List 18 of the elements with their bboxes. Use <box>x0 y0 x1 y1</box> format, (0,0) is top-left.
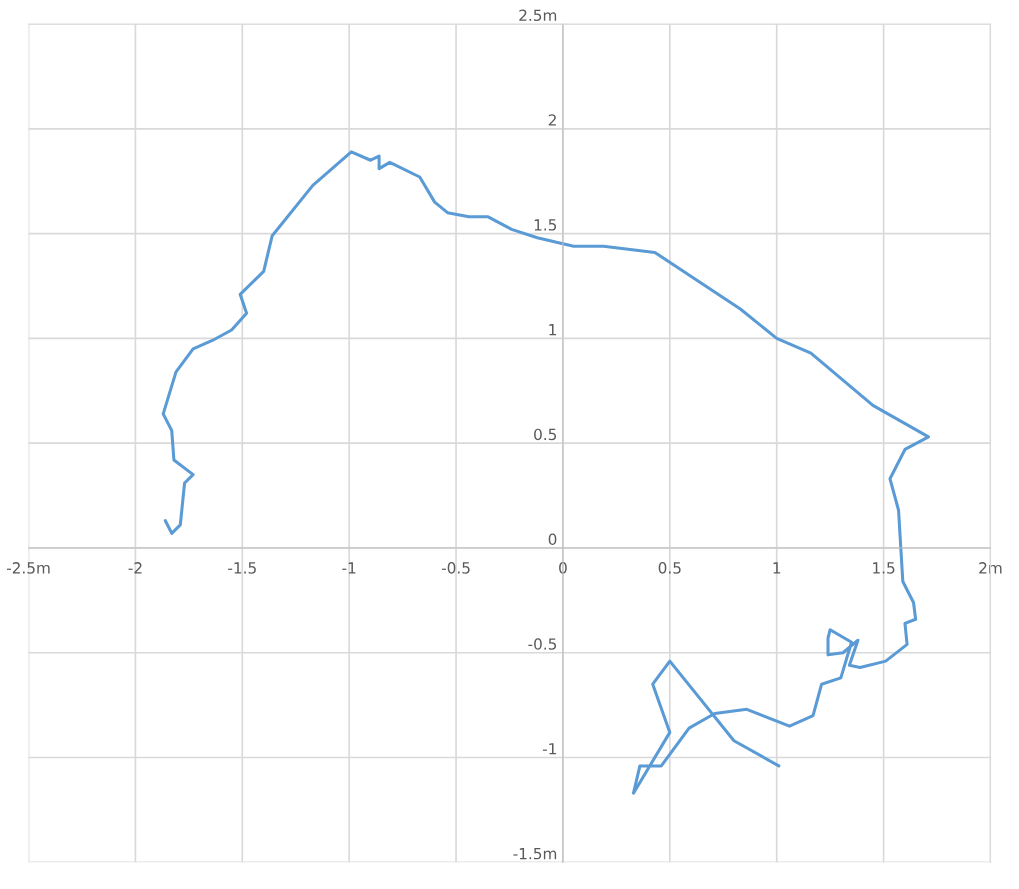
x-tick-label: 1.5 <box>873 562 895 574</box>
x-tick-label: 1 <box>773 562 781 574</box>
y-tick-label: -1.5m <box>513 848 557 860</box>
y-tick-label: -0.5 <box>528 638 557 650</box>
y-tick-label: 1 <box>549 324 556 336</box>
x-tick-label: -1.5 <box>228 562 256 574</box>
x-tick-label: 0.5 <box>658 562 681 574</box>
x-tick-label: -0.5 <box>441 562 470 574</box>
y-tick-label: -1 <box>542 743 556 755</box>
y-tick-label: 2 <box>548 114 556 126</box>
y-tick-label: 1.5 <box>534 219 557 231</box>
x-tick-label: -1 <box>342 562 356 574</box>
y-tick-label: 0.5 <box>534 428 557 441</box>
x-tick-label: -2 <box>128 562 142 574</box>
y-tick-label: 0 <box>548 533 557 545</box>
y-tick-label: 2.5m <box>519 9 557 22</box>
x-tick-label: -2.5m <box>6 562 50 574</box>
x-tick-label: 0 <box>559 562 567 574</box>
